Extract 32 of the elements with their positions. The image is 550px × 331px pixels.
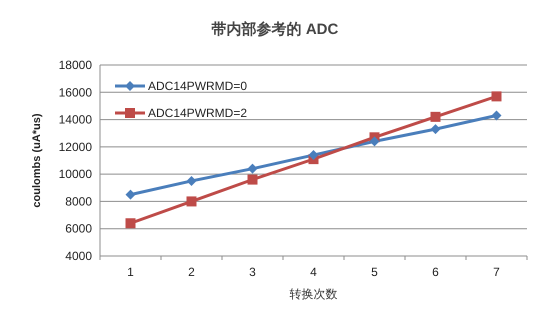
point bbox=[126, 190, 136, 200]
point bbox=[492, 110, 502, 120]
point bbox=[248, 164, 258, 174]
chart-title: 带内部参考的 ADC bbox=[212, 20, 338, 38]
point bbox=[308, 150, 318, 160]
y-tick-label: 4000 bbox=[65, 249, 92, 263]
x-tick-label: 5 bbox=[371, 265, 378, 279]
x-tick-label: 4 bbox=[310, 265, 318, 279]
legend-label: ADC14PWRMD=2 bbox=[148, 106, 248, 120]
point bbox=[186, 196, 196, 206]
y-tick-label: 10000 bbox=[58, 167, 92, 182]
point bbox=[370, 136, 380, 146]
point bbox=[126, 218, 136, 228]
y-axis-title: coulombs (uA*us) bbox=[31, 113, 43, 208]
y-tick-label: 16000 bbox=[58, 85, 92, 100]
x-axis-title: 转换次数 bbox=[290, 287, 338, 301]
point bbox=[186, 176, 196, 186]
x-tick-label: 3 bbox=[249, 265, 256, 279]
point bbox=[430, 112, 440, 122]
x-tick-label: 6 bbox=[432, 265, 440, 279]
y-tick-label: 6000 bbox=[65, 222, 92, 236]
x-tick-label: 2 bbox=[188, 265, 196, 279]
point bbox=[248, 174, 258, 185]
point bbox=[492, 91, 502, 102]
y-tick-label: 8000 bbox=[65, 194, 92, 208]
x-tick-label: 7 bbox=[493, 265, 500, 279]
x-tick-label: 1 bbox=[127, 265, 134, 279]
point bbox=[430, 124, 440, 134]
y-tick-label: 18000 bbox=[58, 58, 92, 72]
legend-label: ADC14PWRMD=0 bbox=[148, 79, 248, 93]
y-tick-label: 14000 bbox=[58, 112, 92, 127]
y-tick-label: 12000 bbox=[58, 140, 92, 154]
